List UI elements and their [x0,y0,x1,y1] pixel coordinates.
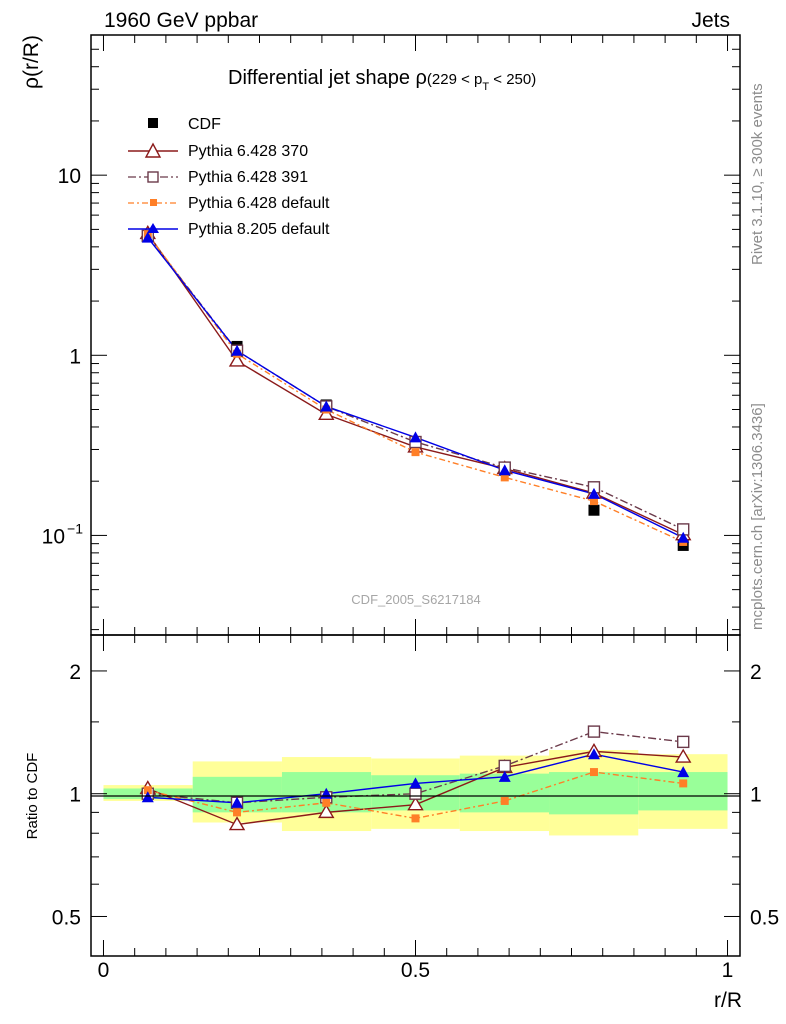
legend-label-p370: Pythia 6.428 370 [188,143,308,160]
x-tick-label: 1 [722,959,734,982]
ratio-point-p370 [228,816,246,831]
ratio-point-pdef [143,786,152,795]
series-markers [139,225,692,831]
legend-marker-p391 [147,171,159,183]
ratio-point-p8 [231,796,244,808]
main-point-p8 [409,431,422,443]
rivet-label: Rivet 3.1.10, ≥ 300k events [749,83,766,265]
ratio-point-p391 [409,787,422,800]
main-y-tick-label: 10 [42,525,65,548]
ratio-point-p370 [407,796,424,811]
ratio-band-inner [638,772,728,811]
ratio-point-p370 [674,748,692,763]
legend: CDF Pythia 6.428 370 Pythia 6.428 391 Py… [128,116,330,238]
ratio-point-pdef [233,808,242,817]
x-tick-label: 0.5 [401,959,430,982]
main-point-p8 [677,531,690,543]
main-point-p8 [320,400,333,412]
ratio-point-p8 [409,777,422,789]
main-y-tick-label: 10 [58,165,81,188]
ratio-y-tick-label: 0.5 [52,906,81,929]
main-line-p8 [147,237,684,539]
legend-label-pdef: Pythia 6.428 default [188,195,330,212]
main-line-p391 [147,235,684,531]
legend-marker-p8 [147,223,159,233]
ratio-point-p8 [498,770,511,782]
y-axis-label: ρ(r/R) [20,35,43,89]
main-point-p8 [587,487,600,499]
ratio-point-p8 [677,766,690,778]
plot-title-subscript: T [482,81,489,93]
plot-title-main: Differential jet shape ρ [228,67,427,89]
main-line-p370 [147,233,684,536]
ratio-point-p8 [141,791,154,803]
main-point-pdef [589,497,598,506]
process-label: Jets [691,9,730,32]
legend-marker-p370 [144,142,162,158]
ratio-y-tick-label-right: 0.5 [750,906,779,929]
plot-title-range: (229 < p [427,71,482,88]
main-point-pdef [411,448,420,457]
ratio-point-pdef [322,798,331,807]
ratio-point-p391 [587,725,601,738]
ratio-point-pdef [411,814,420,823]
main-point-data [588,504,600,516]
legend-label-p8: Pythia 8.205 default [188,221,330,238]
ratio-y-tick-label: 2 [69,661,81,684]
legend-marker-cdf [148,118,158,128]
main-y-tick-label-exponent: −1 [67,520,83,536]
legend-label-cdf: CDF [188,116,221,133]
main-point-p370 [228,352,246,367]
ratio-point-pdef [500,796,509,805]
ratio-point-p370 [318,803,335,819]
ratio-point-pdef [589,768,598,777]
ratio-y-axis-label: Ratio to CDF [24,753,41,840]
ratio-point-p391 [498,759,511,773]
ratio-band-inner [549,772,639,815]
main-line-pdef [147,233,684,543]
main-point-p8 [141,231,154,243]
x-tick-label: 0 [98,959,110,982]
plot-title-range-end: < 250) [489,71,536,88]
main-point-p8 [231,344,244,356]
ratio-point-p391 [677,735,690,749]
legend-marker-pdef [150,199,157,206]
main-y-tick-label: 1 [69,345,81,368]
mcplots-label: mcplots.cern.ch [arXiv:1306.3436] [749,403,766,630]
plot-title: Differential jet shape ρ(229 < pT < 250) [228,67,536,93]
ratio-y-tick-label-right: 2 [750,661,762,684]
analysis-watermark: CDF_2005_S6217184 [351,592,480,607]
x-axis-label: r/R [714,989,742,1012]
ratio-point-p8 [587,748,600,760]
legend-label-p391: Pythia 6.428 391 [188,169,308,186]
ratio-point-pdef [679,779,688,788]
ratio-y-tick-label: 1 [69,784,81,807]
main-point-pdef [500,473,509,482]
series-lines [147,233,684,826]
ratio-y-tick-label-right: 1 [750,784,762,807]
main-point-p8 [498,464,511,476]
energy-label: 1960 GeV ppbar [104,9,258,32]
